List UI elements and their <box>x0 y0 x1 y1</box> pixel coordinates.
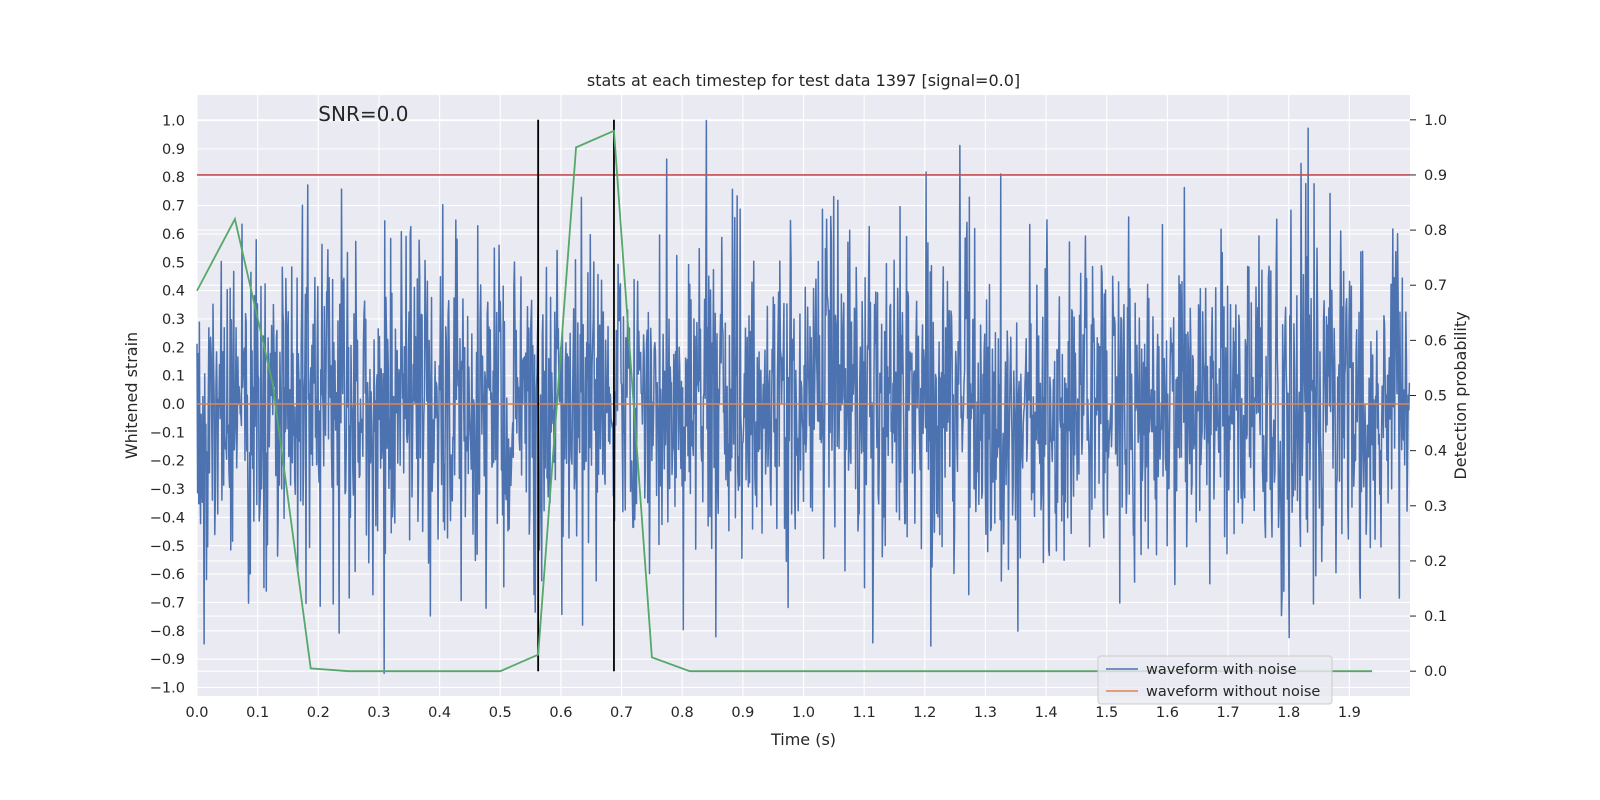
x-tick-label: 1.3 <box>974 705 997 721</box>
y-tick-label: 0.8 <box>162 170 185 186</box>
y-tick-label: −0.4 <box>150 510 185 526</box>
y2-tick-label: 0.1 <box>1424 609 1447 625</box>
x-tick-label: 0.2 <box>307 705 330 721</box>
x-tick-label: 1.1 <box>853 705 876 721</box>
y2-tick-label: 0.9 <box>1424 168 1447 184</box>
y-tick-label: −0.3 <box>150 482 185 498</box>
y2-tick-label: 0.0 <box>1424 664 1447 680</box>
series-waveform-with-noise <box>196 119 1411 675</box>
y-tick-label: 0.9 <box>162 142 185 158</box>
y2-axis-label: Detection probability <box>1451 311 1470 479</box>
y-tick-label: 0.0 <box>162 397 185 413</box>
x-tick-label: 0.6 <box>549 705 572 721</box>
x-tick-label: 0.3 <box>367 705 390 721</box>
y-tick-label: −0.6 <box>150 567 185 583</box>
x-tick-label: 1.9 <box>1338 705 1361 721</box>
y-tick-label: −0.5 <box>150 539 185 555</box>
y-tick-label: 0.2 <box>162 340 185 356</box>
x-tick-label: 0.4 <box>428 705 451 721</box>
x-tick-label: 0.8 <box>671 705 694 721</box>
legend-entry-waveform-without-noise: waveform without noise <box>1146 684 1320 700</box>
snr-annotation: SNR=0.0 <box>318 102 408 126</box>
y-tick-label: −1.0 <box>150 680 185 696</box>
y2-tick-label: 0.7 <box>1424 278 1447 294</box>
y2-tick-label: 0.3 <box>1424 499 1447 515</box>
y2-tick-label: 0.5 <box>1424 389 1447 405</box>
y-tick-label: 1.0 <box>162 114 185 130</box>
y2-tick-label: 0.8 <box>1424 223 1447 239</box>
legend-entry-waveform-with-noise: waveform with noise <box>1146 662 1297 678</box>
y-tick-label: 0.3 <box>162 312 185 328</box>
y-axis-label: Whitened strain <box>122 332 141 459</box>
x-tick-label: 1.5 <box>1095 705 1118 721</box>
legend: waveform with noise waveform without noi… <box>1097 655 1333 705</box>
y-tick-label: 0.7 <box>162 199 185 215</box>
x-tick-label: 0.0 <box>185 705 208 721</box>
x-tick-label: 1.8 <box>1277 705 1300 721</box>
y-tick-label: −0.9 <box>150 652 185 668</box>
x-tick-label: 1.6 <box>1156 705 1179 721</box>
x-tick-label: 0.5 <box>489 705 512 721</box>
y-tick-label: −0.2 <box>150 454 185 470</box>
x-tick-label: 1.2 <box>913 705 936 721</box>
x-tick-label: 1.4 <box>1035 705 1058 721</box>
x-tick-label: 0.1 <box>246 705 269 721</box>
y-tick-label: 0.6 <box>162 227 185 243</box>
y-tick-label: 0.1 <box>162 369 185 385</box>
x-tick-label: 0.7 <box>610 705 633 721</box>
y-tick-label: −0.1 <box>150 425 185 441</box>
y-tick-label: 0.4 <box>162 284 185 300</box>
y-tick-label: 0.5 <box>162 255 185 271</box>
x-tick-label: 0.9 <box>731 705 754 721</box>
y2-tick-label: 0.6 <box>1424 333 1447 349</box>
y2-tick-label: 0.2 <box>1424 554 1447 570</box>
y2-tick-label: 1.0 <box>1424 113 1447 129</box>
x-axis-label: Time (s) <box>770 730 836 749</box>
ticks-layer: 0.0 0.1 0.2 0.3 0.4 0.5 0.6 0.7 0.8 0.9 1.0 1.1 1.2 1… <box>150 113 1447 721</box>
x-tick-label: 1.0 <box>792 705 815 721</box>
y-tick-label: −0.8 <box>150 624 185 640</box>
legend-box <box>1097 655 1333 705</box>
y-tick-label: −0.7 <box>150 595 185 611</box>
x-tick-label: 1.7 <box>1217 705 1240 721</box>
chart-title: stats at each timestep for test data 139… <box>587 71 1020 90</box>
y2-tick-label: 0.4 <box>1424 444 1447 460</box>
